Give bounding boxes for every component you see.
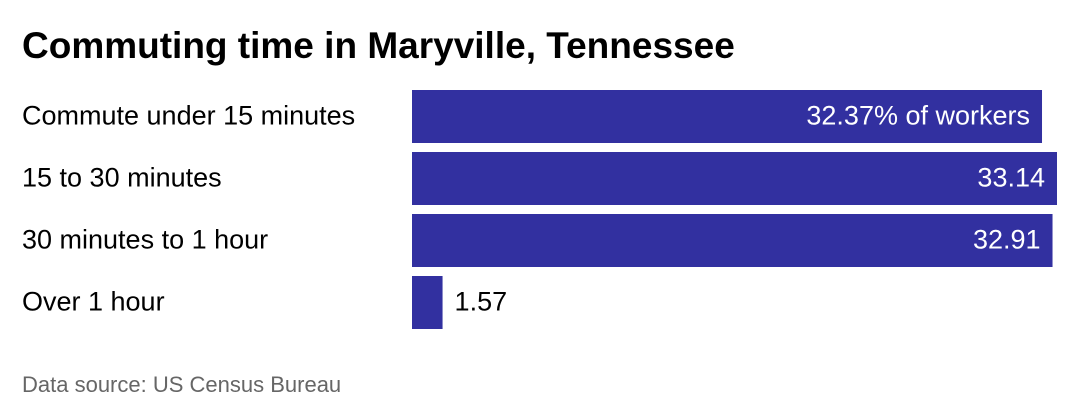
source-note: Data source: US Census Bureau bbox=[22, 372, 341, 397]
bar bbox=[412, 214, 1053, 267]
value-label: 33.14 bbox=[977, 163, 1045, 193]
category-label: 30 minutes to 1 hour bbox=[22, 225, 268, 255]
bar bbox=[412, 152, 1057, 205]
category-label: 15 to 30 minutes bbox=[22, 163, 222, 193]
category-label: Over 1 hour bbox=[22, 287, 165, 317]
bar bbox=[412, 276, 443, 329]
bar bbox=[412, 90, 1043, 143]
value-label: 32.37% of workers bbox=[806, 101, 1030, 131]
chart-title: Commuting time in Maryville, Tennessee bbox=[22, 25, 735, 66]
category-label: Commute under 15 minutes bbox=[22, 101, 355, 131]
value-label: 1.57 bbox=[455, 287, 508, 317]
value-label: 32.91 bbox=[973, 225, 1041, 255]
